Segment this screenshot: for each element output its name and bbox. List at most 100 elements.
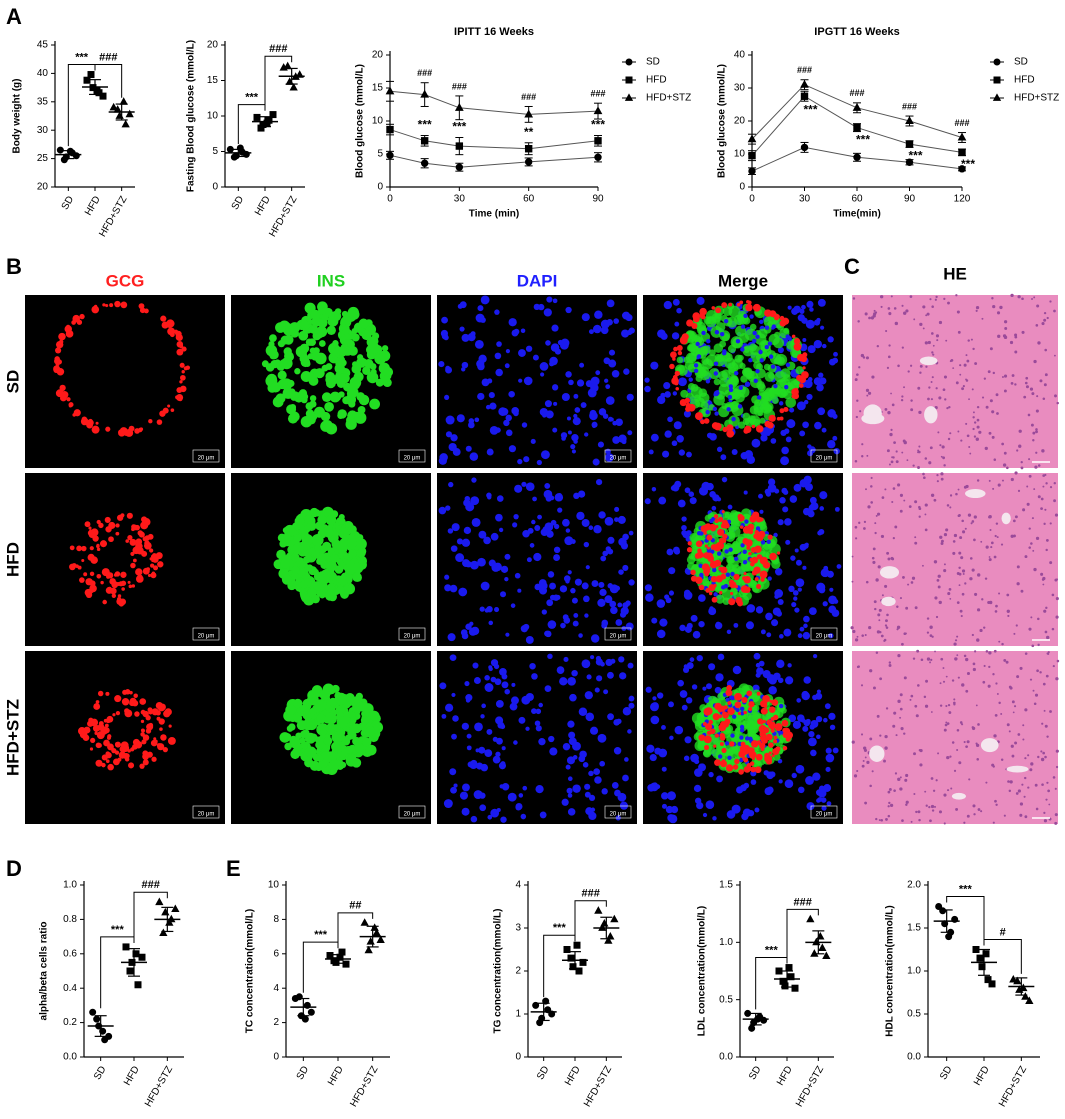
he-nucleus [880, 305, 883, 308]
he-nucleus [871, 770, 874, 773]
gcg-cell [802, 366, 806, 370]
nucleus [679, 690, 688, 698]
he-nucleus [1014, 335, 1018, 339]
he-nucleus [961, 519, 964, 523]
he-nucleus [1008, 730, 1011, 733]
he-nucleus [1000, 758, 1004, 762]
he-nucleus [887, 557, 891, 561]
ins-cell [324, 402, 334, 412]
ins-cell [342, 533, 350, 541]
he-nucleus [890, 392, 892, 395]
gcg-cell [91, 305, 100, 314]
ins-cell [288, 723, 296, 731]
he-nucleus [918, 507, 922, 511]
he-vessel [919, 356, 938, 366]
nucleus [673, 421, 682, 430]
scale-bar-label: 20 μm [816, 456, 833, 462]
ins-cell [325, 422, 338, 435]
series-line [389, 154, 599, 168]
he-nucleus [1046, 635, 1050, 640]
nucleus [805, 483, 813, 492]
nucleus [550, 343, 560, 352]
he-nucleus [995, 522, 999, 525]
gcg-cell [142, 710, 149, 718]
he-nucleus [924, 341, 928, 345]
ins-cell [305, 555, 313, 563]
gcg-cell [69, 563, 76, 571]
nucleus [727, 504, 733, 510]
he-nucleus [993, 734, 997, 738]
ins-cell [305, 338, 314, 346]
gcg-cell [124, 708, 130, 714]
ins-cell [305, 746, 317, 758]
he-nucleus [1022, 724, 1025, 727]
he-nucleus [946, 406, 949, 410]
he-nucleus [866, 394, 869, 397]
nucleus [513, 514, 519, 520]
nucleus [656, 629, 666, 639]
marker [853, 123, 861, 132]
micrograph-bg [231, 651, 431, 824]
x-tick-label: 0 [749, 194, 755, 205]
ins-cell [356, 548, 366, 558]
nucleus [693, 784, 702, 793]
gcg-cell [88, 526, 92, 530]
he-nucleus [968, 398, 970, 401]
nucleus [725, 572, 731, 577]
ins-cell [287, 413, 298, 424]
nucleus [779, 634, 784, 639]
nucleus [544, 685, 552, 692]
ins-cell [709, 349, 716, 357]
ins-cell [361, 330, 372, 341]
y-tick-label: 10 [372, 116, 384, 127]
significance-label: ### [99, 51, 117, 63]
nucleus [714, 411, 719, 416]
nucleus [772, 607, 781, 616]
gcg-cell [743, 571, 747, 576]
gcg-cell [764, 754, 773, 763]
he-nucleus [976, 608, 981, 612]
gcg-cell [112, 713, 116, 717]
marker [988, 980, 996, 988]
he-nucleus [983, 626, 986, 629]
nucleus [504, 553, 511, 560]
significance-label: *** [856, 133, 870, 147]
he-nucleus [1046, 652, 1049, 655]
he-nucleus [975, 309, 978, 312]
ins-cell [773, 357, 780, 365]
ins-cell [727, 555, 736, 564]
nucleus [531, 708, 537, 714]
ins-cell [339, 589, 347, 597]
nucleus [795, 559, 802, 566]
he-nucleus [895, 734, 898, 737]
ins-cell [338, 514, 345, 521]
nucleus [455, 553, 465, 563]
nucleus [567, 793, 573, 798]
nucleus [768, 685, 777, 695]
he-nucleus [917, 810, 921, 814]
nucleus [539, 581, 548, 590]
he-nucleus [1002, 463, 1007, 467]
he-nucleus [1017, 489, 1021, 492]
gcg-cell [112, 581, 119, 588]
marker [1025, 996, 1034, 1004]
y-axis-label: Body weight (g) [12, 79, 23, 154]
he-nucleus [1042, 485, 1045, 488]
nucleus [714, 329, 720, 335]
nucleus [499, 668, 507, 676]
gcg-cell [698, 734, 706, 741]
nucleus [829, 358, 836, 366]
gcg-cell [153, 737, 157, 741]
he-nucleus [894, 525, 898, 529]
nucleus [557, 493, 562, 498]
nucleus [668, 567, 676, 575]
gcg-cell [167, 327, 176, 336]
ins-cell [330, 348, 341, 359]
he-nucleus [940, 455, 943, 458]
he-nucleus [969, 557, 973, 560]
gcg-cell [120, 301, 128, 309]
panel-letter: E [226, 856, 241, 881]
he-nucleus [1014, 515, 1018, 519]
he-nucleus [957, 488, 960, 491]
nucleus [525, 726, 530, 731]
